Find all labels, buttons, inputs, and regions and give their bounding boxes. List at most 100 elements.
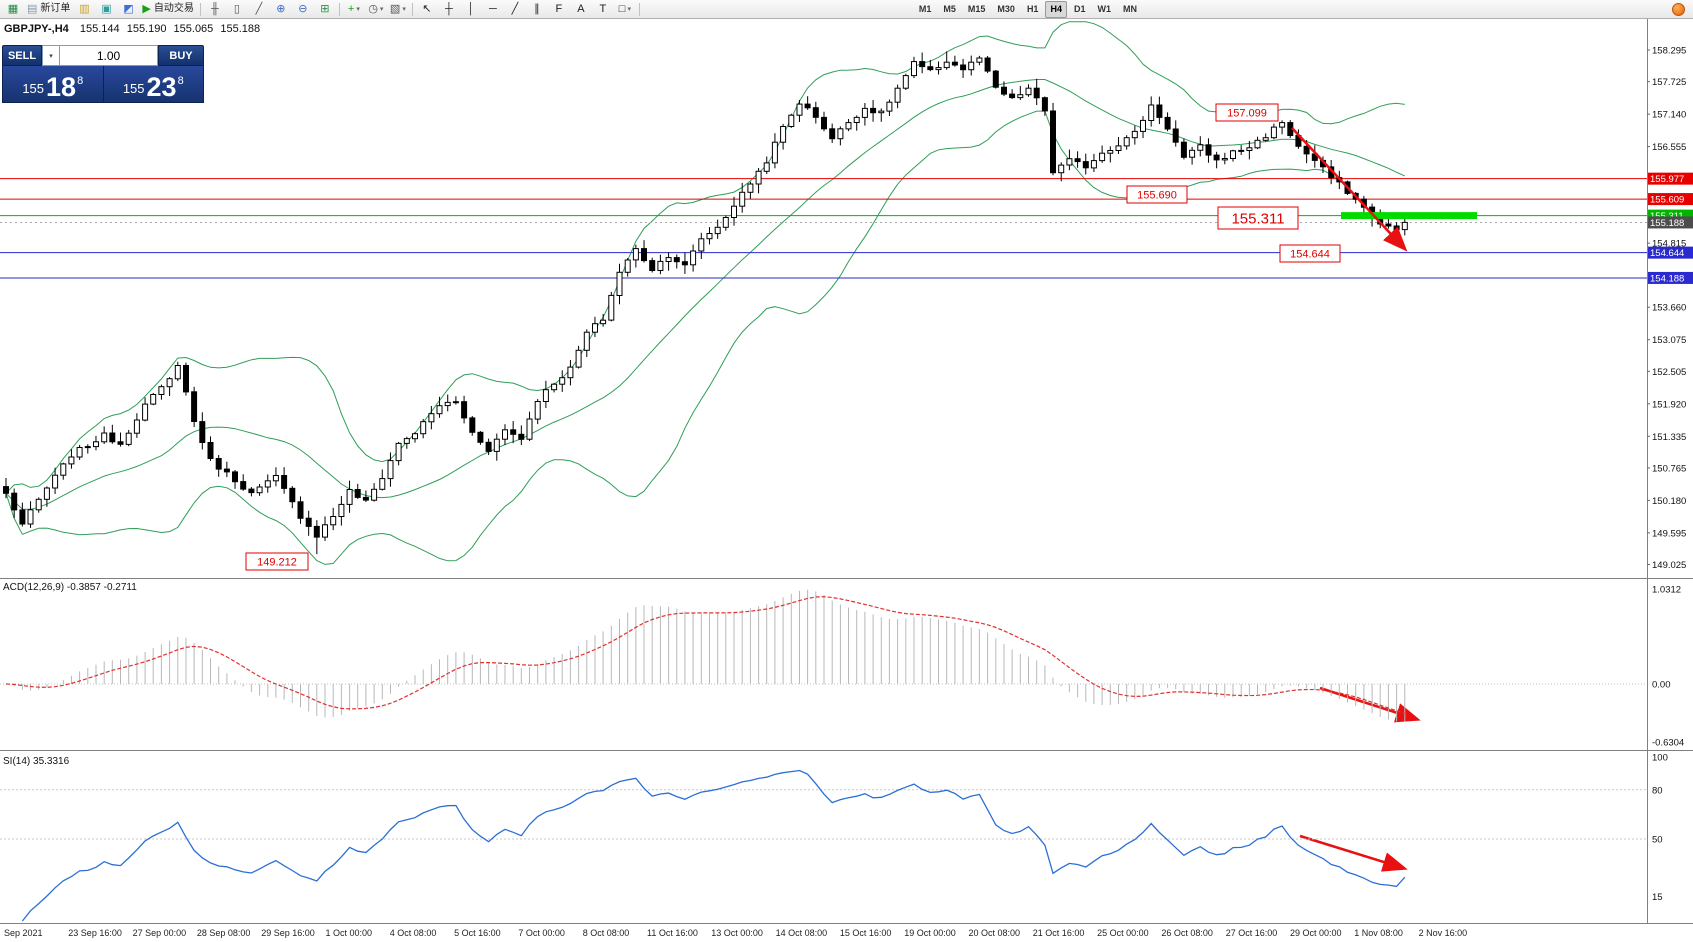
- indicators-icon: +: [347, 2, 355, 15]
- fibonacci-icon: F: [555, 2, 563, 15]
- line-chart-button[interactable]: ╱: [248, 0, 270, 18]
- macd-label: ACD(12,26,9) -0.3857 -0.2711: [3, 582, 137, 593]
- autotrade-button[interactable]: ▶ 自动交易: [139, 0, 196, 18]
- ohlc-close: 155.188: [220, 23, 261, 35]
- timeframe-m15-button[interactable]: M15: [967, 4, 986, 14]
- new-order-button-label: 新订单: [40, 3, 71, 14]
- timeframe-h4-button[interactable]: H4: [1045, 0, 1067, 18]
- pane-separators: [0, 19, 1693, 924]
- zoom-out-button[interactable]: ⊖: [292, 0, 314, 18]
- timeframe-mn-button[interactable]: MN: [1122, 4, 1137, 14]
- chart-window-icon: ▦: [7, 2, 19, 15]
- chart-window: 158.295 157.725 157.140 156.555 154.815 153.6…: [0, 19, 1693, 942]
- toolbar-separator: [338, 2, 340, 16]
- candlestick-chart-button[interactable]: ▯: [226, 0, 248, 18]
- svg-text:1 Nov 08:00: 1 Nov 08:00: [1354, 928, 1403, 938]
- bar-chart-button[interactable]: ╫: [204, 0, 226, 18]
- shapes-icon: □: [618, 2, 626, 15]
- new-order-button[interactable]: ▤ 新订单: [24, 0, 73, 18]
- symbol-timeframe: GBPJPY-,H4: [4, 23, 69, 35]
- svg-text:-0.6304: -0.6304: [1652, 737, 1684, 748]
- trendline-icon: ╱: [511, 2, 519, 15]
- trendline-button[interactable]: ╱: [504, 0, 526, 18]
- periods-button[interactable]: ◷ ▾: [365, 0, 387, 18]
- indicators-button[interactable]: + ▾: [343, 0, 365, 18]
- svg-text:1.0312: 1.0312: [1652, 585, 1681, 596]
- label-button[interactable]: T: [592, 0, 614, 18]
- strategy-tester-icon: ▣: [101, 2, 112, 15]
- strategy-tester-button[interactable]: ▣: [95, 0, 117, 18]
- sell-price[interactable]: 155 18 8: [3, 66, 104, 102]
- horizontal-line-button[interactable]: ─: [482, 0, 504, 18]
- svg-text:154.188: 154.188: [1650, 273, 1684, 284]
- autotrade-button-label: 自动交易: [153, 3, 194, 14]
- timeframe-m1-button[interactable]: M1: [918, 4, 932, 14]
- bollinger-bands: [5, 21, 1406, 565]
- buy-button[interactable]: BUY: [158, 45, 204, 66]
- volume-input[interactable]: 1.00: [60, 45, 158, 66]
- buy-price-pips: 23: [146, 72, 177, 103]
- crosshair-button[interactable]: ┼: [438, 0, 460, 18]
- navigator-button[interactable]: ◩: [117, 0, 139, 18]
- shapes-button[interactable]: □ ▾: [614, 0, 636, 18]
- zoom-in-button[interactable]: ⊕: [270, 0, 292, 18]
- price-axis-labels[interactable]: 158.295 157.725 157.140 156.555 154.815 153.6…: [1647, 46, 1693, 571]
- svg-text:28 Sep 08:00: 28 Sep 08:00: [197, 928, 251, 938]
- svg-text:155.690: 155.690: [1137, 189, 1177, 201]
- line-chart-icon: ╱: [255, 2, 263, 15]
- svg-text:155.311: 155.311: [1231, 210, 1284, 227]
- chart-window-button[interactable]: ▦: [2, 0, 24, 18]
- svg-text:153.075: 153.075: [1652, 335, 1686, 346]
- time-axis-labels[interactable]: Sep 2021 23 Sep 16:00 27 Sep 00:00 28 Sep 0…: [4, 928, 1467, 938]
- svg-text:20 Oct 08:00: 20 Oct 08:00: [969, 928, 1021, 938]
- svg-text:150.765: 150.765: [1652, 463, 1686, 474]
- vertical-line-icon: │: [467, 2, 475, 15]
- svg-text:26 Oct 08:00: 26 Oct 08:00: [1161, 928, 1213, 938]
- svg-text:149.595: 149.595: [1652, 528, 1686, 539]
- templates-button[interactable]: ▧ ▾: [387, 0, 409, 18]
- macd-signal-line: [5, 596, 1405, 714]
- timeframe-d1-button[interactable]: D1: [1073, 4, 1086, 14]
- navigator-icon: ◩: [123, 2, 134, 15]
- svg-text:157.140: 157.140: [1652, 110, 1686, 121]
- rsi-axis-labels: 100 80 50 15: [1652, 753, 1668, 903]
- tile-windows-button[interactable]: ⊞: [314, 0, 336, 18]
- volume-dropdown[interactable]: ▾: [42, 45, 60, 66]
- rsi-label: SI(14) 35.3316: [3, 756, 70, 767]
- cursor-button[interactable]: ↖: [416, 0, 438, 18]
- bar-chart-icon: ╫: [210, 2, 219, 15]
- market-watch-button[interactable]: ▥: [73, 0, 95, 18]
- text-button[interactable]: A: [570, 0, 592, 18]
- trend-arrows[interactable]: [1291, 127, 1421, 872]
- svg-text:11 Oct 16:00: 11 Oct 16:00: [647, 928, 698, 938]
- fibonacci-button[interactable]: F: [548, 0, 570, 18]
- svg-text:157.725: 157.725: [1652, 77, 1686, 88]
- autotrade-icon: ▶: [142, 2, 151, 15]
- sell-button[interactable]: SELL: [2, 45, 42, 66]
- timeframe-m30-button[interactable]: M30: [997, 4, 1015, 14]
- vertical-line-button[interactable]: │: [460, 0, 482, 18]
- text-icon: A: [577, 2, 585, 15]
- timeframe-w1-button[interactable]: W1: [1097, 4, 1111, 14]
- timeframe-m5-button[interactable]: M5: [943, 4, 956, 14]
- svg-text:13 Oct 00:00: 13 Oct 00:00: [711, 928, 763, 938]
- chart-area[interactable]: 158.295 157.725 157.140 156.555 154.815 153.6…: [0, 19, 1693, 942]
- svg-text:151.335: 151.335: [1652, 432, 1686, 443]
- channel-button[interactable]: ∥: [526, 0, 548, 18]
- ohlc-low: 155.065: [173, 23, 214, 35]
- svg-text:151.920: 151.920: [1652, 399, 1686, 410]
- buy-price[interactable]: 155 23 8: [104, 66, 204, 102]
- level-lines[interactable]: [0, 178, 1647, 279]
- green-highlight-bar[interactable]: [1341, 212, 1477, 220]
- dropdown-arrow-icon: ▾: [402, 5, 406, 13]
- svg-text:7 Oct 00:00: 7 Oct 00:00: [518, 928, 565, 938]
- svg-text:5 Oct 16:00: 5 Oct 16:00: [454, 928, 501, 938]
- chart-ohlc-title: GBPJPY-,H4 155.144 155.190 155.065 155.1…: [4, 23, 264, 35]
- sell-price-pips: 18: [46, 72, 77, 103]
- timeframe-h1-button[interactable]: H1: [1026, 4, 1039, 14]
- svg-text:4 Oct 08:00: 4 Oct 08:00: [390, 928, 437, 938]
- ohlc-open: 155.144: [79, 23, 120, 35]
- notification-badge[interactable]: [1672, 3, 1685, 16]
- svg-text:29 Sep 16:00: 29 Sep 16:00: [261, 928, 315, 938]
- callout-labels[interactable]: 157.099 155.690 155.311 154.644 149.212: [245, 103, 1341, 571]
